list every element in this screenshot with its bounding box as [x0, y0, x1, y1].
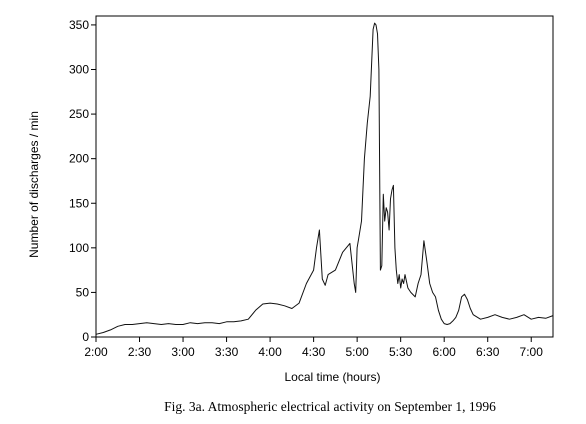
y-tick-label: 100: [69, 241, 89, 255]
y-tick-label: 350: [69, 18, 89, 32]
x-tick-label: 3:00: [171, 345, 195, 359]
x-axis-title: Local time (hours): [284, 370, 380, 384]
figure-caption: Fig. 3a. Atmospheric electrical activity…: [164, 399, 496, 414]
x-tick-label: 6:30: [476, 345, 500, 359]
x-tick-label: 5:00: [345, 345, 369, 359]
y-tick-label: 300: [69, 63, 89, 77]
x-tick-label: 4:30: [302, 345, 326, 359]
x-tick-label: 2:30: [128, 345, 152, 359]
y-tick-label: 200: [69, 152, 89, 166]
y-tick-label: 150: [69, 196, 89, 210]
series-line: [95, 22, 554, 335]
x-tick-label: 6:00: [433, 345, 457, 359]
y-axis-ticks: 0 50 100 150 200 250 300 350: [69, 18, 96, 344]
y-tick-label: 250: [69, 107, 89, 121]
x-tick-label: 3:30: [215, 345, 239, 359]
x-tick-label: 4:00: [258, 345, 282, 359]
x-tick-label: 5:30: [389, 345, 413, 359]
x-tick-label: 2:00: [84, 345, 108, 359]
x-tick-label: 7:00: [520, 345, 544, 359]
plot-frame: [95, 15, 554, 338]
x-axis-ticks: 2:00 2:30 3:00 3:30 4:00 4:30 5:00 5:30 6:00 6:30…: [84, 337, 543, 359]
y-tick-label: 0: [82, 330, 89, 344]
y-tick-label: 50: [76, 285, 90, 299]
y-axis-title: Number of discharges / min: [27, 111, 41, 258]
